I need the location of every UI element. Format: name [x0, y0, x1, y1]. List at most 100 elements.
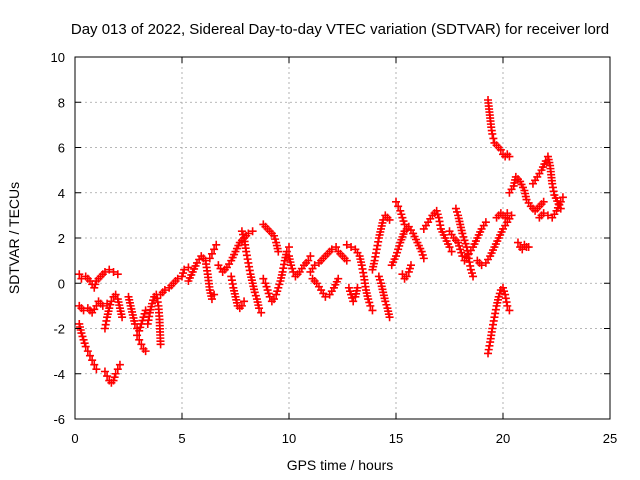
- data-point: [255, 304, 264, 313]
- data-point: [505, 152, 514, 161]
- data-point: [81, 342, 90, 351]
- y-tick-label: -4: [53, 367, 65, 382]
- y-tick-label: -6: [53, 412, 65, 427]
- data-point: [100, 267, 109, 276]
- data-point: [265, 292, 274, 301]
- data-point: [558, 193, 567, 202]
- data-point: [212, 240, 221, 249]
- data-point: [248, 227, 257, 236]
- data-point: [398, 270, 407, 279]
- y-tick-label: 8: [58, 95, 65, 110]
- data-point: [543, 211, 552, 220]
- chart-title: Day 013 of 2022, Sidereal Day-to-day VTE…: [71, 21, 609, 38]
- x-tick-label: 25: [603, 431, 617, 446]
- data-point: [518, 245, 527, 254]
- data-point: [109, 267, 118, 276]
- data-point: [332, 243, 341, 252]
- data-point: [400, 220, 409, 229]
- y-tick-label: 0: [58, 276, 65, 291]
- x-tick-label: 5: [178, 431, 185, 446]
- data-point: [135, 335, 144, 344]
- data-point: [180, 265, 189, 274]
- data-point: [489, 134, 498, 143]
- data-point: [210, 245, 219, 254]
- data-point: [83, 347, 92, 356]
- data-point: [501, 213, 510, 222]
- data-point: [133, 331, 142, 340]
- data-point: [334, 274, 343, 283]
- data-point: [524, 243, 533, 252]
- data-point: [385, 313, 394, 322]
- data-point: [92, 365, 101, 374]
- data-point: [274, 247, 283, 256]
- data-point: [406, 261, 415, 270]
- data-point: [402, 272, 411, 281]
- data-point: [306, 252, 315, 261]
- data-point: [392, 197, 400, 206]
- data-point: [156, 340, 165, 349]
- data-point: [237, 301, 246, 310]
- data-point: [505, 306, 514, 315]
- data-point: [118, 313, 127, 322]
- data-point: [327, 245, 336, 254]
- data-point: [349, 297, 358, 306]
- data-point: [240, 297, 249, 306]
- data-point: [321, 292, 330, 301]
- data-point: [539, 197, 548, 206]
- data-point: [85, 351, 94, 360]
- data-point: [394, 202, 403, 211]
- data-point: [503, 301, 512, 310]
- data-point: [75, 270, 84, 279]
- data-point: [556, 197, 565, 206]
- data-point: [111, 369, 120, 378]
- data-series-sdtvar: [75, 95, 567, 387]
- axis-ticks: 0 5 10 15 20 25 -6 -4 -2 0 2 4 6 8 10: [51, 50, 618, 446]
- data-point: [481, 218, 490, 227]
- data-point: [111, 290, 120, 299]
- data-point: [137, 340, 146, 349]
- data-point: [184, 263, 193, 272]
- data-point: [210, 290, 219, 299]
- data-point: [113, 270, 122, 279]
- data-point: [488, 129, 497, 138]
- data-point: [90, 360, 99, 369]
- data-point: [347, 243, 356, 252]
- data-point: [496, 145, 505, 154]
- data-point: [310, 261, 319, 270]
- data-point: [385, 215, 394, 224]
- data-point: [282, 247, 291, 256]
- grid-lines: [75, 57, 610, 419]
- data-point: [285, 243, 293, 252]
- x-tick-label: 10: [282, 431, 296, 446]
- y-tick-label: 10: [51, 50, 65, 65]
- x-tick-label: 15: [389, 431, 403, 446]
- data-point: [105, 265, 114, 274]
- x-tick-label: 0: [71, 431, 78, 446]
- data-point: [419, 254, 428, 263]
- data-point: [88, 356, 97, 365]
- data-point: [141, 347, 150, 356]
- data-point: [368, 306, 377, 315]
- data-point: [257, 308, 266, 317]
- data-point: [259, 274, 268, 283]
- data-point: [173, 274, 182, 283]
- data-point: [342, 240, 351, 249]
- data-point: [98, 301, 107, 310]
- data-point: [107, 297, 116, 306]
- data-point: [342, 256, 351, 265]
- data-point: [304, 256, 313, 265]
- data-point: [539, 209, 548, 218]
- data-point: [458, 252, 467, 261]
- data-point: [503, 209, 512, 218]
- data-point: [477, 261, 486, 270]
- y-tick-label: 4: [58, 186, 65, 201]
- data-point: [513, 238, 522, 247]
- data-point: [207, 295, 216, 304]
- x-axis-label: GPS time / hours: [287, 457, 394, 473]
- data-point: [207, 249, 216, 258]
- x-tick-label: 20: [496, 431, 510, 446]
- data-point: [445, 243, 454, 252]
- data-point: [366, 301, 375, 310]
- data-point: [507, 211, 516, 220]
